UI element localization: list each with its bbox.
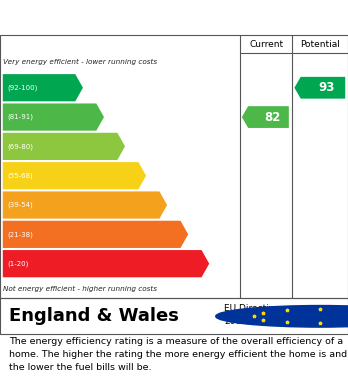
Text: (69-80): (69-80) — [7, 143, 33, 150]
Polygon shape — [3, 74, 83, 101]
Text: 93: 93 — [318, 81, 335, 94]
Text: F: F — [190, 227, 199, 241]
Polygon shape — [3, 104, 104, 131]
Text: Not energy efficient - higher running costs: Not energy efficient - higher running co… — [3, 286, 157, 292]
Text: (81-91): (81-91) — [7, 114, 33, 120]
Text: (1-20): (1-20) — [7, 260, 28, 267]
Polygon shape — [294, 77, 345, 99]
Text: Current: Current — [249, 39, 283, 48]
Text: England & Wales: England & Wales — [9, 307, 179, 325]
Text: (55-68): (55-68) — [7, 172, 33, 179]
Polygon shape — [3, 162, 146, 189]
Circle shape — [216, 305, 348, 327]
Text: G: G — [211, 256, 222, 271]
Text: EU Directive
2002/91/EC: EU Directive 2002/91/EC — [224, 304, 280, 325]
Polygon shape — [3, 250, 209, 277]
Text: (92-100): (92-100) — [7, 84, 37, 91]
Text: 82: 82 — [264, 111, 280, 124]
Text: (21-38): (21-38) — [7, 231, 33, 238]
Polygon shape — [3, 133, 125, 160]
Text: Potential: Potential — [300, 39, 340, 48]
Text: C: C — [127, 139, 137, 153]
Polygon shape — [3, 192, 167, 219]
Text: Energy Efficiency Rating: Energy Efficiency Rating — [9, 11, 230, 26]
Text: E: E — [169, 198, 179, 212]
Text: A: A — [85, 81, 95, 95]
Text: B: B — [106, 110, 116, 124]
Text: Very energy efficient - lower running costs: Very energy efficient - lower running co… — [3, 59, 157, 65]
Polygon shape — [3, 221, 188, 248]
Text: (39-54): (39-54) — [7, 202, 33, 208]
Polygon shape — [242, 106, 289, 128]
Text: The energy efficiency rating is a measure of the overall efficiency of a home. T: The energy efficiency rating is a measur… — [9, 337, 347, 372]
Text: D: D — [148, 169, 159, 183]
